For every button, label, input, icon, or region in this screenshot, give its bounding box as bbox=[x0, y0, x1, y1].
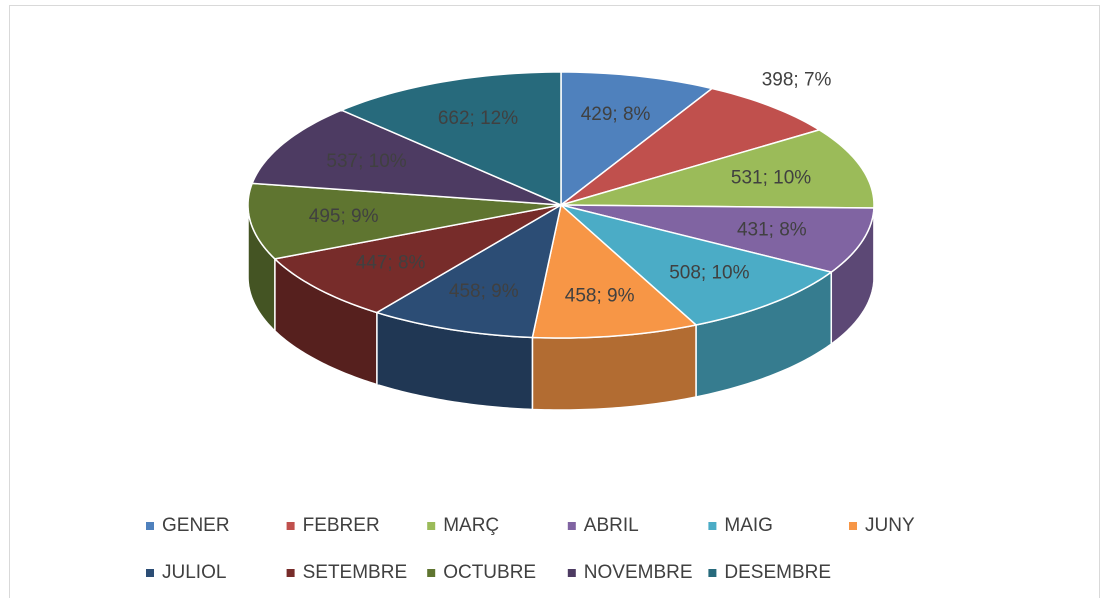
slice bbox=[374, 203, 563, 339]
slice bbox=[531, 203, 698, 339]
slice bbox=[560, 71, 714, 207]
legend: GENER FEBRER MARÇ ABRIL MAIG JUNY JULIOL SETEMB… bbox=[146, 515, 915, 583]
legend-swatch bbox=[849, 522, 857, 530]
data-label: 531; 10% bbox=[731, 168, 811, 189]
legend-swatch bbox=[286, 569, 295, 577]
slice bbox=[560, 129, 875, 209]
slice bbox=[247, 182, 562, 260]
legend-label: DESEMBRE bbox=[724, 562, 831, 583]
data-label: 662; 12% bbox=[438, 108, 518, 129]
legend-label: GENER bbox=[162, 515, 230, 536]
data-label: 431; 8% bbox=[737, 219, 807, 240]
data-labels: 429; 8% 398; 7% 531; 10% 431; 8% 508; 10% 458… bbox=[309, 70, 832, 307]
legend-label: ABRIL bbox=[584, 515, 639, 536]
legend-label: SETEMBRE bbox=[303, 562, 408, 583]
data-label: 458; 9% bbox=[449, 281, 519, 302]
slice bbox=[273, 204, 562, 314]
data-label: 458; 9% bbox=[565, 286, 635, 307]
legend-swatch bbox=[567, 522, 576, 530]
data-label: 398; 7% bbox=[762, 70, 832, 91]
legend-label: NOVEMBRE bbox=[584, 562, 693, 583]
slice bbox=[560, 204, 875, 273]
data-label: 495; 9% bbox=[309, 206, 379, 227]
legend-label: MAIG bbox=[724, 515, 773, 536]
legend-swatch bbox=[708, 569, 717, 577]
slice bbox=[560, 204, 834, 326]
chart-border bbox=[9, 5, 1100, 598]
slice bbox=[251, 109, 562, 206]
data-label: 508; 10% bbox=[669, 263, 749, 284]
legend-label: MARÇ bbox=[443, 515, 499, 536]
legend-swatch bbox=[708, 522, 717, 530]
legend-label: JULIOL bbox=[162, 562, 226, 583]
legend-swatch bbox=[146, 522, 154, 530]
legend-label: OCTUBRE bbox=[443, 562, 536, 583]
data-label: 447; 8% bbox=[356, 253, 426, 274]
slice bbox=[339, 71, 562, 207]
data-label: 537; 10% bbox=[326, 151, 406, 172]
legend-swatch bbox=[567, 569, 576, 577]
legend-swatch bbox=[427, 522, 436, 530]
legend-label: FEBRER bbox=[303, 515, 380, 536]
legend-label: JUNY bbox=[865, 515, 915, 536]
legend-swatch bbox=[286, 522, 295, 530]
data-label: 429; 8% bbox=[581, 104, 651, 125]
legend-swatch bbox=[146, 569, 154, 577]
pie-tops bbox=[247, 71, 875, 339]
slice bbox=[560, 87, 822, 206]
legend-swatch bbox=[427, 569, 436, 577]
